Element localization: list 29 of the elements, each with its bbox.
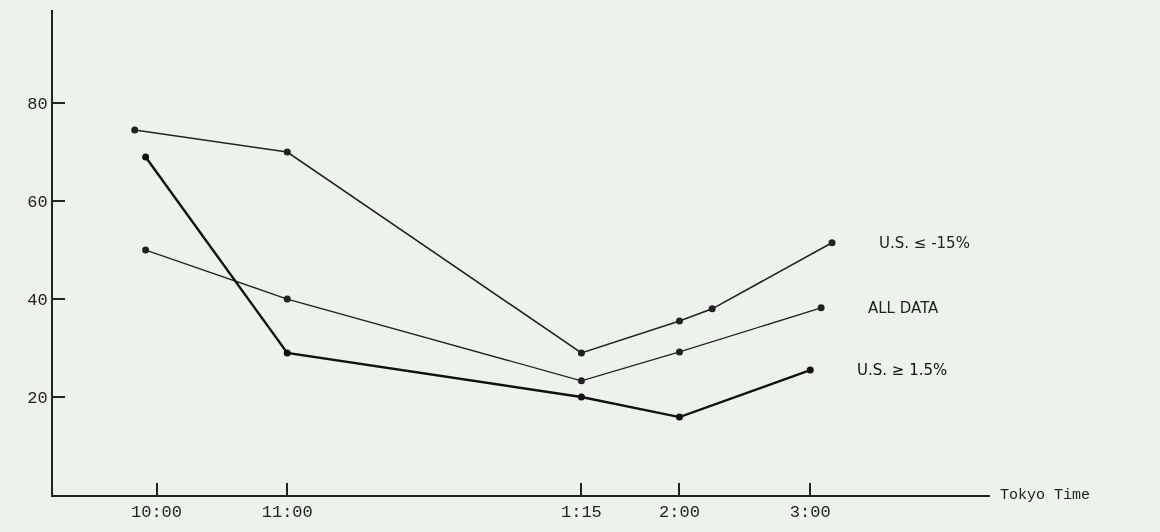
x-axis-title: Tokyo Time xyxy=(1000,487,1091,504)
y-tick-label: 40 xyxy=(27,290,48,310)
point xyxy=(283,349,291,357)
text: U.S. ≥ 1.5% xyxy=(857,361,948,379)
point xyxy=(806,366,814,374)
point xyxy=(817,304,825,312)
point xyxy=(283,295,291,303)
point xyxy=(675,317,683,325)
point xyxy=(577,349,585,357)
x-tick-label: 10:00 xyxy=(131,503,183,523)
point xyxy=(131,126,139,134)
point xyxy=(675,348,683,356)
point xyxy=(142,153,150,161)
x-tick-label: 3:00 xyxy=(789,503,831,523)
x-tick-label: 2:00 xyxy=(659,503,700,523)
text: ALL DATA xyxy=(868,299,940,317)
point xyxy=(577,377,585,385)
x-tick-label: 1:15 xyxy=(561,503,602,523)
text: U.S. ≤ -15% xyxy=(879,234,970,252)
point xyxy=(708,305,716,313)
point xyxy=(142,246,150,254)
point xyxy=(283,148,291,156)
y-tick-label: 20 xyxy=(27,388,48,408)
point xyxy=(577,393,585,401)
y-tick-label: 80 xyxy=(27,95,48,115)
x-tick-label: 11:00 xyxy=(261,503,313,523)
point xyxy=(675,413,683,421)
y-tick-label: 60 xyxy=(27,193,48,213)
point xyxy=(828,239,836,247)
